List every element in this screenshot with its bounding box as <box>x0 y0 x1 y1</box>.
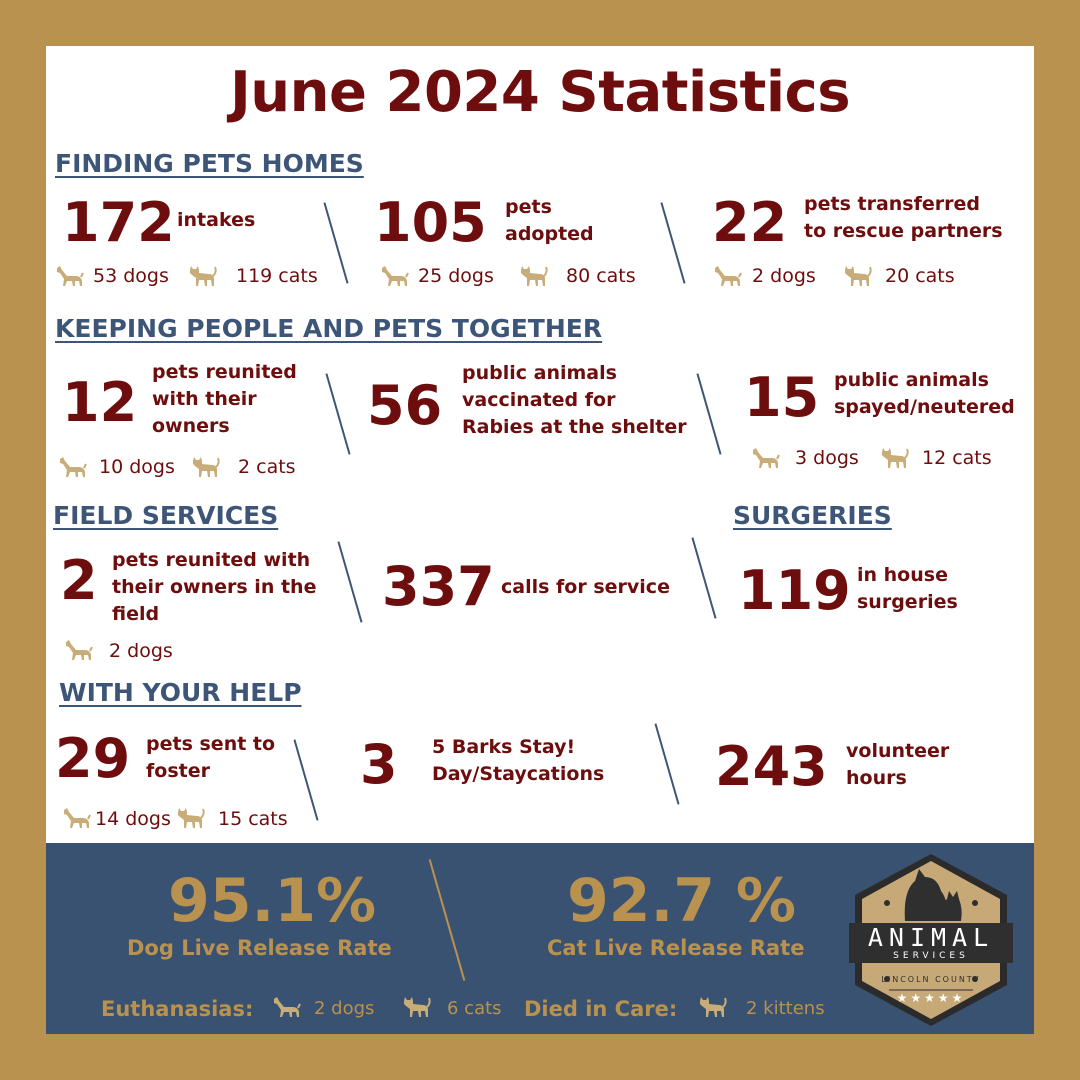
adopted-label-line2: adopted <box>505 223 594 245</box>
divider <box>654 723 680 805</box>
adopted-number: 105 <box>374 191 487 254</box>
surgeries-number: 119 <box>738 559 851 622</box>
divider <box>691 537 717 619</box>
logo-badge-icon <box>849 854 1013 1026</box>
footer-divider <box>428 859 466 981</box>
spayed-dogs: 3 dogs <box>795 447 859 469</box>
barks-label-line1: 5 Barks Stay! <box>432 736 576 758</box>
dog-icon <box>379 264 409 288</box>
transferred-dogs: 2 dogs <box>752 265 816 287</box>
section-surgeries: SURGERIES <box>733 501 892 530</box>
dog-icon <box>63 638 93 662</box>
footer-panel: 95.1% Dog Live Release Rate 92.7 % Cat L… <box>46 843 1034 1034</box>
dog-icon <box>61 806 91 830</box>
cat-icon <box>879 446 909 470</box>
divider <box>293 739 319 821</box>
reunited-number: 12 <box>62 371 138 434</box>
dog-release-rate-label: Dog Live Release Rate <box>127 936 392 960</box>
animal-services-logo: ANIMAL SERVICES LINCOLN COUNTY ★★★★★ <box>849 851 1013 1029</box>
euthanasias-label: Euthanasias: <box>101 997 254 1021</box>
dog-icon <box>750 446 780 470</box>
dog-release-rate: 95.1% <box>168 866 377 936</box>
cat-release-rate-label: Cat Live Release Rate <box>547 936 805 960</box>
divider <box>660 202 686 284</box>
foster-number: 29 <box>55 727 131 790</box>
vaccinated-label-line2: vaccinated for <box>462 389 616 411</box>
calls-number: 337 <box>382 555 495 618</box>
logo-text-services: SERVICES <box>893 951 969 961</box>
divider <box>325 373 351 455</box>
vaccinated-number: 56 <box>367 374 443 437</box>
cat-release-rate: 92.7 % <box>567 866 797 936</box>
surgeries-label-line2: surgeries <box>857 591 958 613</box>
field-reunited-label-line1: pets reunited with <box>112 549 311 571</box>
divider <box>323 202 349 284</box>
transferred-label-line1: pets transferred <box>804 193 980 215</box>
vaccinated-label-line3: Rabies at the shelter <box>462 416 687 438</box>
volunteer-number: 243 <box>715 735 828 798</box>
barks-number: 3 <box>360 733 398 796</box>
dog-icon <box>54 264 84 288</box>
spayed-cats: 12 cats <box>922 447 992 469</box>
section-with-your-help: WITH YOUR HELP <box>59 678 302 707</box>
logo-text-county: LINCOLN COUNTY <box>881 975 981 984</box>
section-field-services: FIELD SERVICES <box>53 501 279 530</box>
died-in-care-label: Died in Care: <box>524 997 678 1021</box>
dog-icon <box>712 264 742 288</box>
divider <box>337 541 363 623</box>
cat-icon <box>190 455 220 479</box>
cat-icon <box>175 806 205 830</box>
euthanasias-cats: 6 cats <box>447 998 502 1019</box>
foster-dogs: 14 dogs <box>95 808 171 830</box>
field-reunited-label-line3: field <box>112 603 160 625</box>
volunteer-label-line2: hours <box>846 767 907 789</box>
reunited-cats: 2 cats <box>238 456 296 478</box>
transferred-number: 22 <box>712 191 788 254</box>
intakes-label: intakes <box>177 209 256 231</box>
barks-label-line2: Day/Staycations <box>432 763 605 785</box>
cat-icon <box>401 995 431 1019</box>
dog-icon <box>57 455 87 479</box>
transferred-cats: 20 cats <box>885 265 955 287</box>
foster-cats: 15 cats <box>218 808 288 830</box>
field-reunited-dogs: 2 dogs <box>109 640 173 662</box>
intakes-dogs: 53 dogs <box>93 265 169 287</box>
calls-label: calls for service <box>501 576 670 598</box>
euthanasias-dogs: 2 dogs <box>314 998 375 1019</box>
reunited-label-line3: owners <box>152 415 230 437</box>
stats-card: June 2024 Statistics FINDING PETS HOMES … <box>46 46 1034 1034</box>
cat-icon <box>842 264 872 288</box>
transferred-label-line2: to rescue partners <box>804 220 1003 242</box>
vaccinated-label-line1: public animals <box>462 362 617 384</box>
foster-label-line1: pets sent to <box>146 733 276 755</box>
reunited-dogs: 10 dogs <box>99 456 175 478</box>
surgeries-label-line1: in house <box>857 564 948 586</box>
reunited-label-line1: pets reunited <box>152 361 297 383</box>
section-finding-pets-homes: FINDING PETS HOMES <box>55 149 364 178</box>
spayed-label-line2: spayed/neutered <box>834 396 1015 418</box>
died-in-care-kittens: 2 kittens <box>746 998 825 1019</box>
spayed-number: 15 <box>744 366 820 429</box>
volunteer-label-line1: volunteer <box>846 740 950 762</box>
reunited-label-line2: with their <box>152 388 257 410</box>
adopted-cats: 80 cats <box>566 265 636 287</box>
intakes-cats: 119 cats <box>236 265 318 287</box>
divider <box>696 373 722 455</box>
cat-icon <box>697 995 727 1019</box>
adopted-dogs: 25 dogs <box>418 265 494 287</box>
logo-text-animal: ANIMAL <box>867 923 995 952</box>
foster-label-line2: foster <box>146 760 210 782</box>
dog-icon <box>271 995 301 1019</box>
logo-stars: ★★★★★ <box>896 991 966 1005</box>
spayed-label-line1: public animals <box>834 369 989 391</box>
page-title: June 2024 Statistics <box>229 60 851 125</box>
cat-icon <box>518 264 548 288</box>
field-reunited-label-line2: their owners in the <box>112 576 317 598</box>
field-reunited-number: 2 <box>60 549 98 612</box>
cat-icon <box>187 264 217 288</box>
adopted-label-line1: pets <box>505 196 552 218</box>
section-keeping-together: KEEPING PEOPLE AND PETS TOGETHER <box>55 314 603 343</box>
intakes-number: 172 <box>62 191 175 254</box>
